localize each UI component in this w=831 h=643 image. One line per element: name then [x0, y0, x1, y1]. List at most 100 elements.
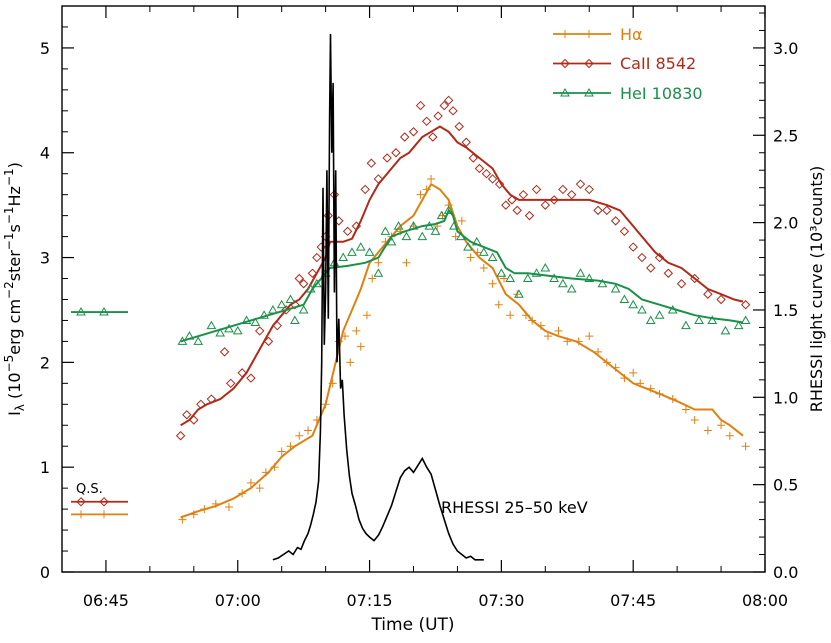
data-point-triangle [305, 283, 316, 293]
data-point-triangle [597, 278, 608, 288]
data-point-triangle [522, 273, 533, 283]
x-tick-label: 07:15 [347, 591, 393, 610]
data-point-diamond [99, 497, 109, 507]
data-point-diamond [351, 221, 362, 231]
data-point-plus [422, 185, 431, 194]
data-point-triangle [733, 320, 744, 330]
data-point-plus [717, 421, 726, 430]
y-right-tick-label: 2.0 [773, 214, 798, 233]
y-axis-label-right: RHESSI light curve (10³counts) [807, 166, 826, 413]
series-line [180, 182, 744, 519]
data-point-triangle [193, 336, 204, 345]
data-point-plus [402, 258, 411, 267]
x-tick-label: 07:30 [478, 591, 524, 610]
data-point-triangle [654, 310, 665, 319]
data-point-plus [356, 342, 365, 351]
data-point-plus [681, 405, 690, 414]
data-point-plus [611, 363, 620, 372]
x-tick-label: 07:45 [610, 591, 656, 610]
data-point-triangle [259, 310, 269, 319]
data-point-triangle [514, 289, 524, 298]
data-point-plus [270, 463, 279, 472]
data-point-diamond [360, 184, 370, 195]
data-point-triangle [628, 299, 639, 309]
data-point-plus [321, 400, 330, 409]
x-tick-label: 06:45 [83, 591, 129, 610]
data-point-triangle [560, 87, 570, 97]
data-point-diamond [421, 116, 432, 127]
data-point-diamond [610, 216, 621, 226]
data-point-diamond [481, 168, 492, 179]
data-point-triangle [99, 307, 109, 316]
data-point-triangle [401, 231, 412, 241]
data-point-triangle [740, 315, 751, 324]
y-tick-label: 1 [40, 458, 50, 477]
data-point-diamond [342, 226, 353, 237]
data-point-diamond [512, 205, 522, 216]
data-point-plus [488, 279, 497, 288]
data-point-plus [261, 468, 270, 477]
data-point-triangle [610, 283, 621, 293]
qs-label: Q.S. [76, 482, 103, 497]
data-point-triangle [443, 205, 454, 214]
data-point-plus [561, 30, 569, 38]
data-point-triangle [386, 236, 397, 246]
data-point-plus [690, 416, 699, 425]
data-point-plus [585, 332, 594, 341]
data-point-diamond [439, 100, 449, 111]
x-tick-label: 07:00 [215, 591, 261, 610]
data-point-plus [602, 358, 611, 367]
data-point-plus [340, 332, 349, 341]
data-point-plus [374, 258, 383, 267]
data-point-plus [536, 321, 545, 330]
data-point-triangle [549, 273, 559, 283]
series-layer [71, 33, 751, 561]
data-point-triangle [268, 304, 278, 314]
data-point-plus [457, 216, 466, 225]
data-point-plus [246, 478, 255, 487]
data-point-triangle [449, 221, 459, 230]
data-point-diamond [196, 399, 206, 410]
data-point-triangle [206, 320, 217, 330]
data-point-plus [312, 416, 321, 425]
data-point-diamond [689, 273, 700, 284]
data-point-triangle [505, 273, 516, 283]
data-point-diamond [408, 127, 419, 137]
data-point-triangle [355, 242, 366, 251]
data-point-plus [304, 426, 313, 435]
data-point-plus [362, 311, 371, 320]
data-point-triangle [250, 317, 261, 327]
data-point-diamond [272, 320, 283, 331]
data-point-diamond [263, 336, 274, 347]
data-point-plus [506, 311, 515, 320]
data-point-plus [594, 347, 603, 356]
data-point-diamond [433, 111, 443, 121]
data-point-plus [352, 326, 361, 335]
series-ha [71, 174, 750, 524]
data-point-triangle [436, 210, 447, 220]
data-point-diamond [487, 174, 498, 184]
data-point-diamond [76, 497, 86, 507]
data-point-plus [646, 384, 655, 393]
data-point-diamond [206, 394, 217, 404]
data-point-plus [479, 264, 488, 273]
data-point-plus [368, 274, 377, 283]
legend: Hα CaII 8542 HeI 10830 [620, 25, 703, 103]
data-point-diamond [540, 200, 551, 210]
y-axis-label: Iλ (10−5erg cm−2ster−1s−1Hz−1) [2, 162, 27, 416]
data-point-triangle [408, 221, 419, 230]
data-point-plus [554, 326, 563, 335]
data-point-triangle [540, 263, 551, 272]
data-point-diamond [448, 106, 458, 116]
data-point-diamond [182, 410, 192, 420]
data-point-triangle [232, 325, 243, 335]
y-tick-label: 5 [40, 39, 50, 58]
data-point-diamond [524, 210, 535, 221]
data-point-diamond [663, 268, 674, 278]
y-tick-label: 2 [40, 353, 50, 372]
data-point-plus [100, 510, 108, 519]
data-point-plus [77, 510, 85, 519]
data-point-triangle [637, 304, 647, 314]
data-point-triangle [694, 315, 704, 324]
data-point-diamond [428, 132, 438, 142]
